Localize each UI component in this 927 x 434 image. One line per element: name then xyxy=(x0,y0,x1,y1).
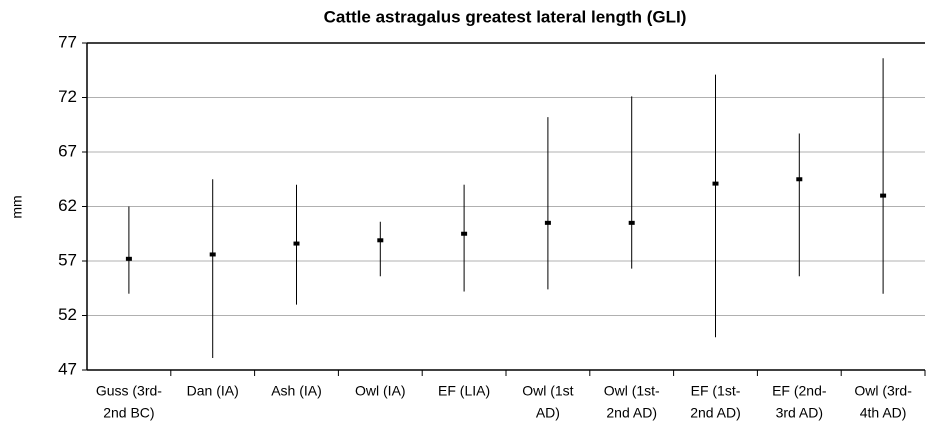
y-tick-label: 67 xyxy=(58,141,77,160)
x-tick-label: AD) xyxy=(536,405,560,421)
mean-marker xyxy=(712,181,719,186)
x-tick-label: Owl (3rd- xyxy=(854,383,912,399)
mean-marker xyxy=(377,238,384,243)
x-tick-label: EF (2nd- xyxy=(772,383,827,399)
x-tick-label: 2nd AD) xyxy=(606,405,657,421)
x-tick-label: EF (LIA) xyxy=(438,383,490,399)
y-axis-label: mm xyxy=(9,195,25,218)
mean-marker xyxy=(628,220,635,225)
mean-marker xyxy=(880,193,887,198)
y-tick-label: 52 xyxy=(58,305,77,324)
x-tick-label: Dan (IA) xyxy=(187,383,239,399)
x-tick-label: 4th AD) xyxy=(860,405,907,421)
mean-marker xyxy=(209,252,216,257)
mean-marker xyxy=(796,177,803,182)
y-tick-label: 62 xyxy=(58,196,77,215)
mean-marker xyxy=(544,220,551,225)
x-tick-label: Owl (1st xyxy=(522,383,573,399)
x-tick-label: Owl (1st- xyxy=(604,383,660,399)
mean-marker xyxy=(293,241,300,246)
y-tick-label: 57 xyxy=(58,250,77,269)
y-tick-label: 77 xyxy=(58,32,77,51)
x-tick-label: 3rd AD) xyxy=(776,405,823,421)
mean-marker xyxy=(461,231,468,236)
y-tick-label: 47 xyxy=(58,359,77,378)
mean-marker xyxy=(125,256,132,261)
y-tick-label: 72 xyxy=(58,87,77,106)
chart-title: Cattle astragalus greatest lateral lengt… xyxy=(324,7,687,26)
x-tick-label: Ash (IA) xyxy=(271,383,322,399)
x-tick-label: Guss (3rd- xyxy=(96,383,162,399)
x-tick-label: 2nd AD) xyxy=(690,405,741,421)
x-tick-label: EF (1st- xyxy=(691,383,741,399)
x-tick-label: Owl (IA) xyxy=(355,383,406,399)
x-tick-label: 2nd BC) xyxy=(103,405,154,421)
